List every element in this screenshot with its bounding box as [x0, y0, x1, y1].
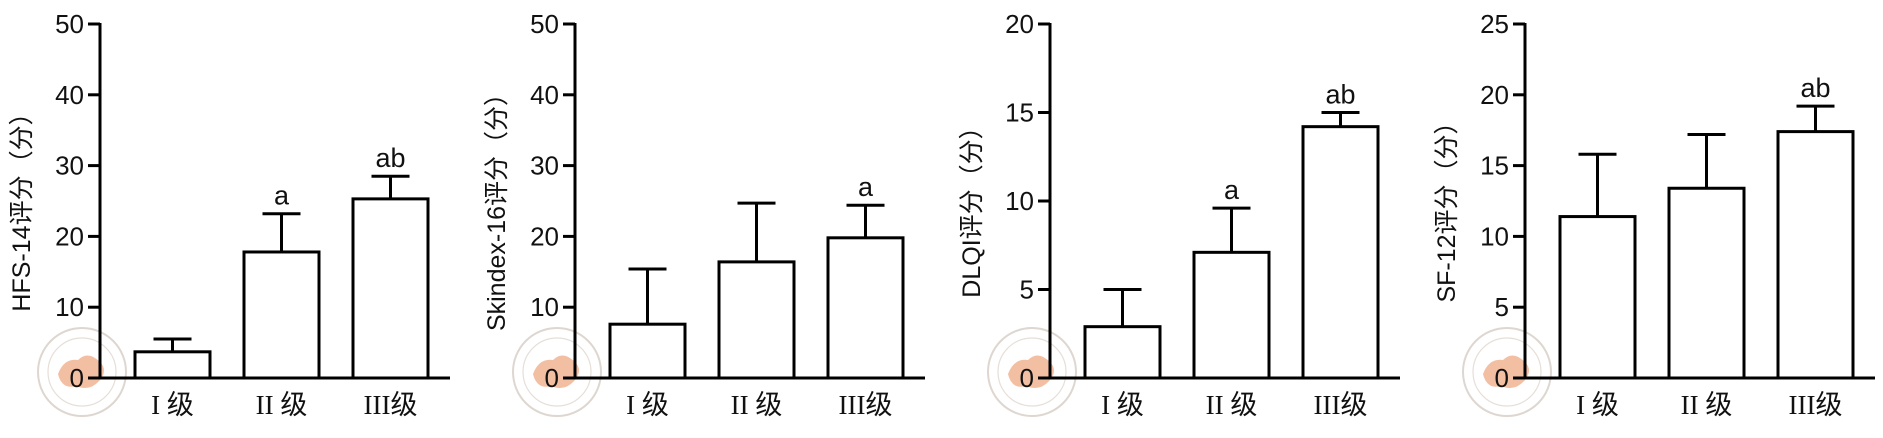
watermark-seal-1 [37, 327, 127, 417]
significance-label: a [274, 181, 290, 211]
y-tick-label: 10 [530, 292, 559, 322]
seal-outer-ring [1462, 327, 1552, 417]
x-tick-label: II 级 [256, 390, 308, 420]
y-tick-label: 50 [530, 9, 559, 39]
significance-label: a [858, 172, 874, 202]
x-tick-label: II 级 [731, 390, 783, 420]
significance-label: ab [1800, 73, 1830, 103]
y-tick-label: 10 [55, 292, 84, 322]
chart-panel-2: 0 10 20 30 40 50 Skindex-16评分（分） I 级 II 级 a III级 [483, 9, 925, 420]
y-axis-label: HFS-14评分（分） [8, 100, 36, 311]
significance-label: a [1224, 175, 1240, 205]
watermark-seal-2 [512, 327, 602, 417]
y-tick-label: 15 [1480, 151, 1509, 181]
seal-map-shape [533, 355, 579, 388]
y-tick-label: 5 [1020, 275, 1034, 305]
seal-map-shape [1483, 355, 1529, 388]
y-tick-label: 5 [1495, 292, 1509, 322]
y-tick-label: 15 [1005, 98, 1034, 128]
bar [1083, 325, 1162, 380]
bar [1301, 125, 1380, 380]
seal-map-shape [1008, 355, 1054, 388]
y-tick-label: 0 [1495, 363, 1509, 393]
seal-inner-ring [522, 337, 592, 407]
x-tick-label: II 级 [1206, 390, 1258, 420]
chart-panel-4: 0 5 10 15 20 25 SF-12评分（分） I 级 II 级 ab III级 [1433, 9, 1875, 420]
y-tick-label: 30 [55, 151, 84, 181]
seal-map-shape [58, 355, 104, 388]
significance-label: ab [1325, 80, 1355, 110]
y-tick-label: 30 [530, 151, 559, 181]
y-tick-label: 0 [1020, 363, 1034, 393]
x-tick-label: I 级 [151, 390, 194, 420]
bar [1667, 186, 1746, 380]
bar [717, 260, 796, 380]
y-tick-label: 20 [530, 221, 559, 251]
seal-outer-ring [987, 327, 1077, 417]
seal-outer-ring [512, 327, 602, 417]
bar [351, 197, 430, 380]
y-axis-label: Skindex-16评分（分） [483, 81, 511, 331]
y-tick-label: 0 [545, 363, 559, 393]
y-tick-label: 0 [70, 363, 84, 393]
chart-panel-1: 0 10 20 30 40 50 HFS-14评分（分） I 级 a II 级 ab III级 [8, 9, 450, 420]
seal-inner-ring [47, 337, 117, 407]
y-tick-label: 20 [55, 221, 84, 251]
bar [608, 322, 687, 380]
watermark-seal-4 [1462, 327, 1552, 417]
x-tick-label: III级 [364, 390, 418, 420]
y-tick-label: 40 [530, 80, 559, 110]
y-tick-label: 10 [1480, 221, 1509, 251]
y-tick-label: 40 [55, 80, 84, 110]
x-tick-label: III级 [1314, 390, 1368, 420]
y-tick-label: 20 [1005, 9, 1034, 39]
bar [133, 350, 212, 380]
bar [242, 250, 321, 380]
y-tick-label: 50 [55, 9, 84, 39]
x-tick-label: III级 [839, 390, 893, 420]
watermark-seal-3 [987, 327, 1077, 417]
bar [1776, 130, 1855, 380]
chart-panel-3: 0 5 10 15 20 DLQI评分（分） I 级 a II 级 ab III级 [958, 9, 1400, 420]
seal-inner-ring [997, 337, 1067, 407]
x-tick-label: II 级 [1681, 390, 1733, 420]
bar [826, 236, 905, 380]
bar [1558, 215, 1637, 380]
y-tick-label: 25 [1480, 9, 1509, 39]
x-tick-label: III级 [1789, 390, 1843, 420]
significance-label: ab [375, 143, 405, 173]
x-tick-label: I 级 [1576, 390, 1619, 420]
y-axis-label: DLQI评分（分） [958, 114, 986, 297]
bar [1192, 250, 1271, 380]
y-tick-label: 20 [1480, 80, 1509, 110]
seal-inner-ring [1472, 337, 1542, 407]
y-tick-label: 10 [1005, 186, 1034, 216]
seal-outer-ring [37, 327, 127, 417]
y-axis-label: SF-12评分（分） [1433, 109, 1461, 302]
x-tick-label: I 级 [1101, 390, 1144, 420]
x-tick-label: I 级 [626, 390, 669, 420]
